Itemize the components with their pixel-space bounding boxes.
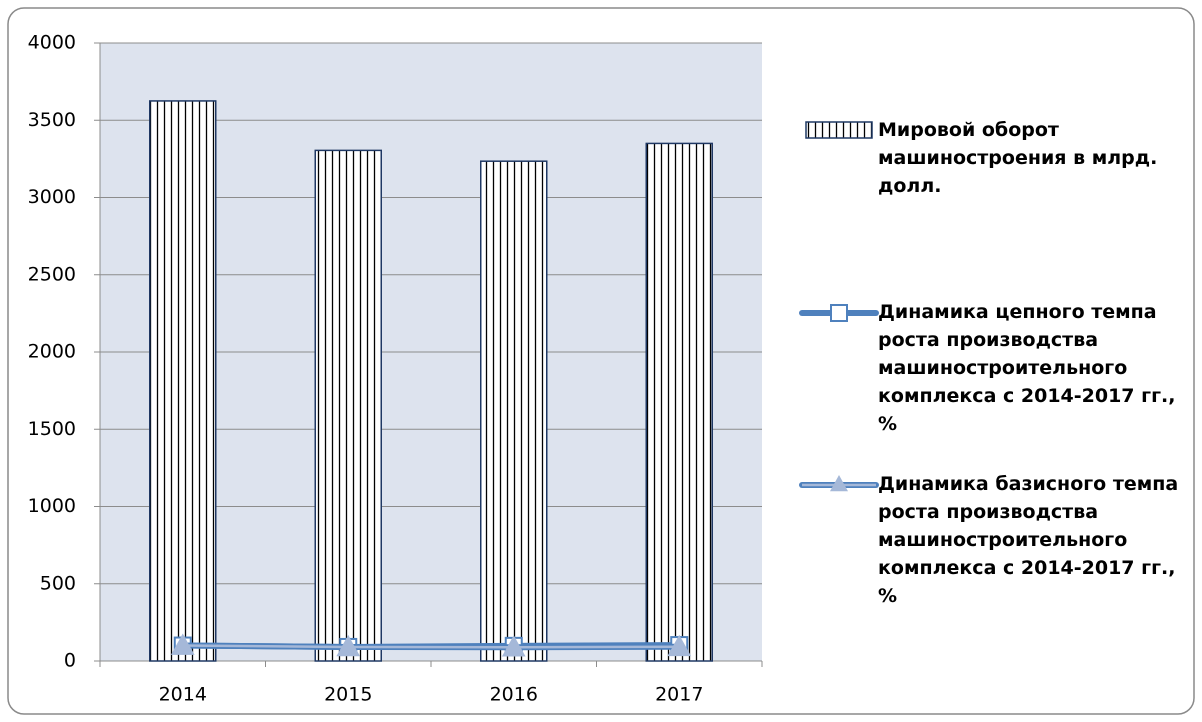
bar <box>480 160 548 662</box>
marker <box>667 634 692 657</box>
y-tick-label: 1500 <box>28 418 76 440</box>
legend-label: Динамика цепного темпа роста производств… <box>878 301 1176 435</box>
y-tick-label: 4000 <box>28 32 76 54</box>
legend-symbol <box>805 121 873 139</box>
y-tick-label: 3500 <box>28 109 76 131</box>
x-tick-label: 2014 <box>159 684 207 706</box>
marker <box>501 635 526 657</box>
x-tick-label: 2017 <box>655 684 703 706</box>
x-tick-label: 2016 <box>490 684 538 706</box>
marker <box>336 634 361 657</box>
bar <box>149 100 217 662</box>
y-tick-label: 3000 <box>28 186 76 208</box>
marker <box>170 633 195 655</box>
legend-symbol <box>830 475 848 492</box>
y-tick-label: 2000 <box>28 341 76 363</box>
legend-symbol <box>830 304 848 322</box>
legend-label: Мировой оборот машиностроения в млрд. до… <box>878 119 1158 197</box>
line-inner <box>182 644 680 649</box>
bar <box>314 149 382 662</box>
y-tick-label: 500 <box>40 572 76 594</box>
x-tick-label: 2015 <box>324 684 372 706</box>
y-tick-label: 0 <box>64 650 76 672</box>
y-tick-label: 1000 <box>28 495 76 517</box>
y-tick-label: 2500 <box>28 263 76 285</box>
legend-label: Динамика базисного темпа роста производс… <box>878 473 1179 607</box>
bar <box>645 142 713 662</box>
